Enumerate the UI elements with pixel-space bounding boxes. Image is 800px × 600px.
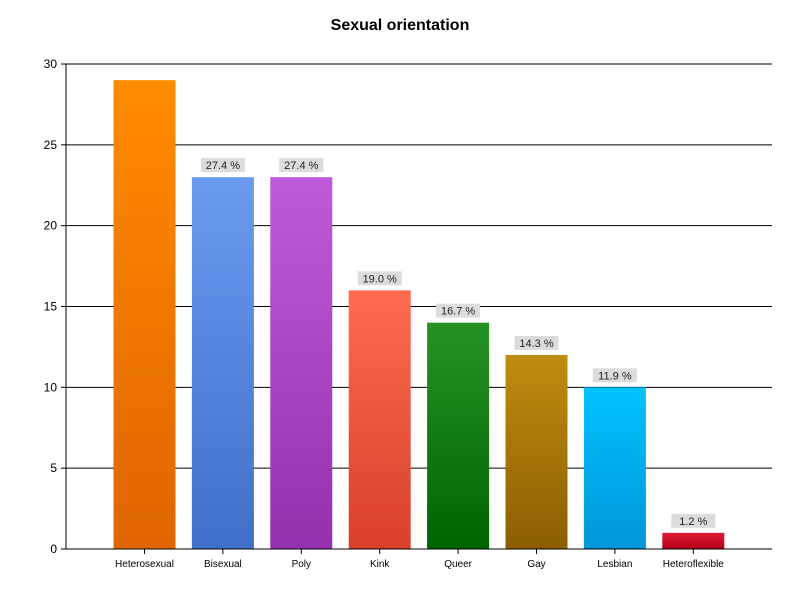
bar-queer bbox=[427, 322, 490, 549]
x-tick-label: Heteroflexible bbox=[663, 559, 725, 570]
data-label-box bbox=[436, 303, 481, 318]
bar-poly bbox=[270, 177, 333, 549]
x-tick-label: Gay bbox=[527, 559, 545, 570]
data-label-box bbox=[200, 158, 245, 173]
data-label: 27.4 % bbox=[206, 160, 240, 172]
data-label: 16.7 % bbox=[441, 306, 475, 318]
x-tick-label: Lesbian bbox=[597, 559, 632, 570]
bar-heteroflexible bbox=[662, 532, 725, 549]
data-label-box bbox=[357, 271, 402, 286]
x-tick-label: Kink bbox=[370, 559, 390, 570]
y-tick-label: 20 bbox=[44, 219, 58, 233]
y-tick-label: 25 bbox=[44, 138, 58, 152]
bar-lesbian bbox=[583, 387, 646, 549]
data-label-box bbox=[671, 513, 716, 528]
bar-heterosexual bbox=[113, 80, 176, 550]
data-label-box bbox=[592, 368, 637, 383]
x-tick-label: Poly bbox=[292, 559, 311, 570]
x-tick-label: Heterosexual bbox=[115, 559, 174, 570]
data-label-box bbox=[279, 158, 324, 173]
data-label-box bbox=[514, 336, 559, 350]
y-tick-label: 30 bbox=[44, 57, 58, 71]
y-tick-label: 0 bbox=[50, 542, 57, 556]
y-tick-label: 10 bbox=[44, 380, 58, 394]
data-label: 1.2 % bbox=[679, 516, 707, 528]
y-tick-label: 15 bbox=[44, 300, 58, 314]
x-tick-label: Bisexual bbox=[204, 559, 242, 570]
bar-gay bbox=[505, 355, 568, 549]
chart-title: Sexual orientation bbox=[330, 17, 470, 34]
bar-bisexual bbox=[191, 177, 254, 549]
data-label: 27.4 % bbox=[284, 160, 318, 172]
y-tick-label: 5 bbox=[50, 461, 57, 475]
data-label: 14.3 % bbox=[519, 338, 553, 350]
data-label: 19.0 % bbox=[363, 273, 397, 285]
data-label: 11.9 % bbox=[598, 370, 632, 382]
x-tick-label: Queer bbox=[444, 559, 472, 570]
bar-kink bbox=[348, 290, 411, 549]
